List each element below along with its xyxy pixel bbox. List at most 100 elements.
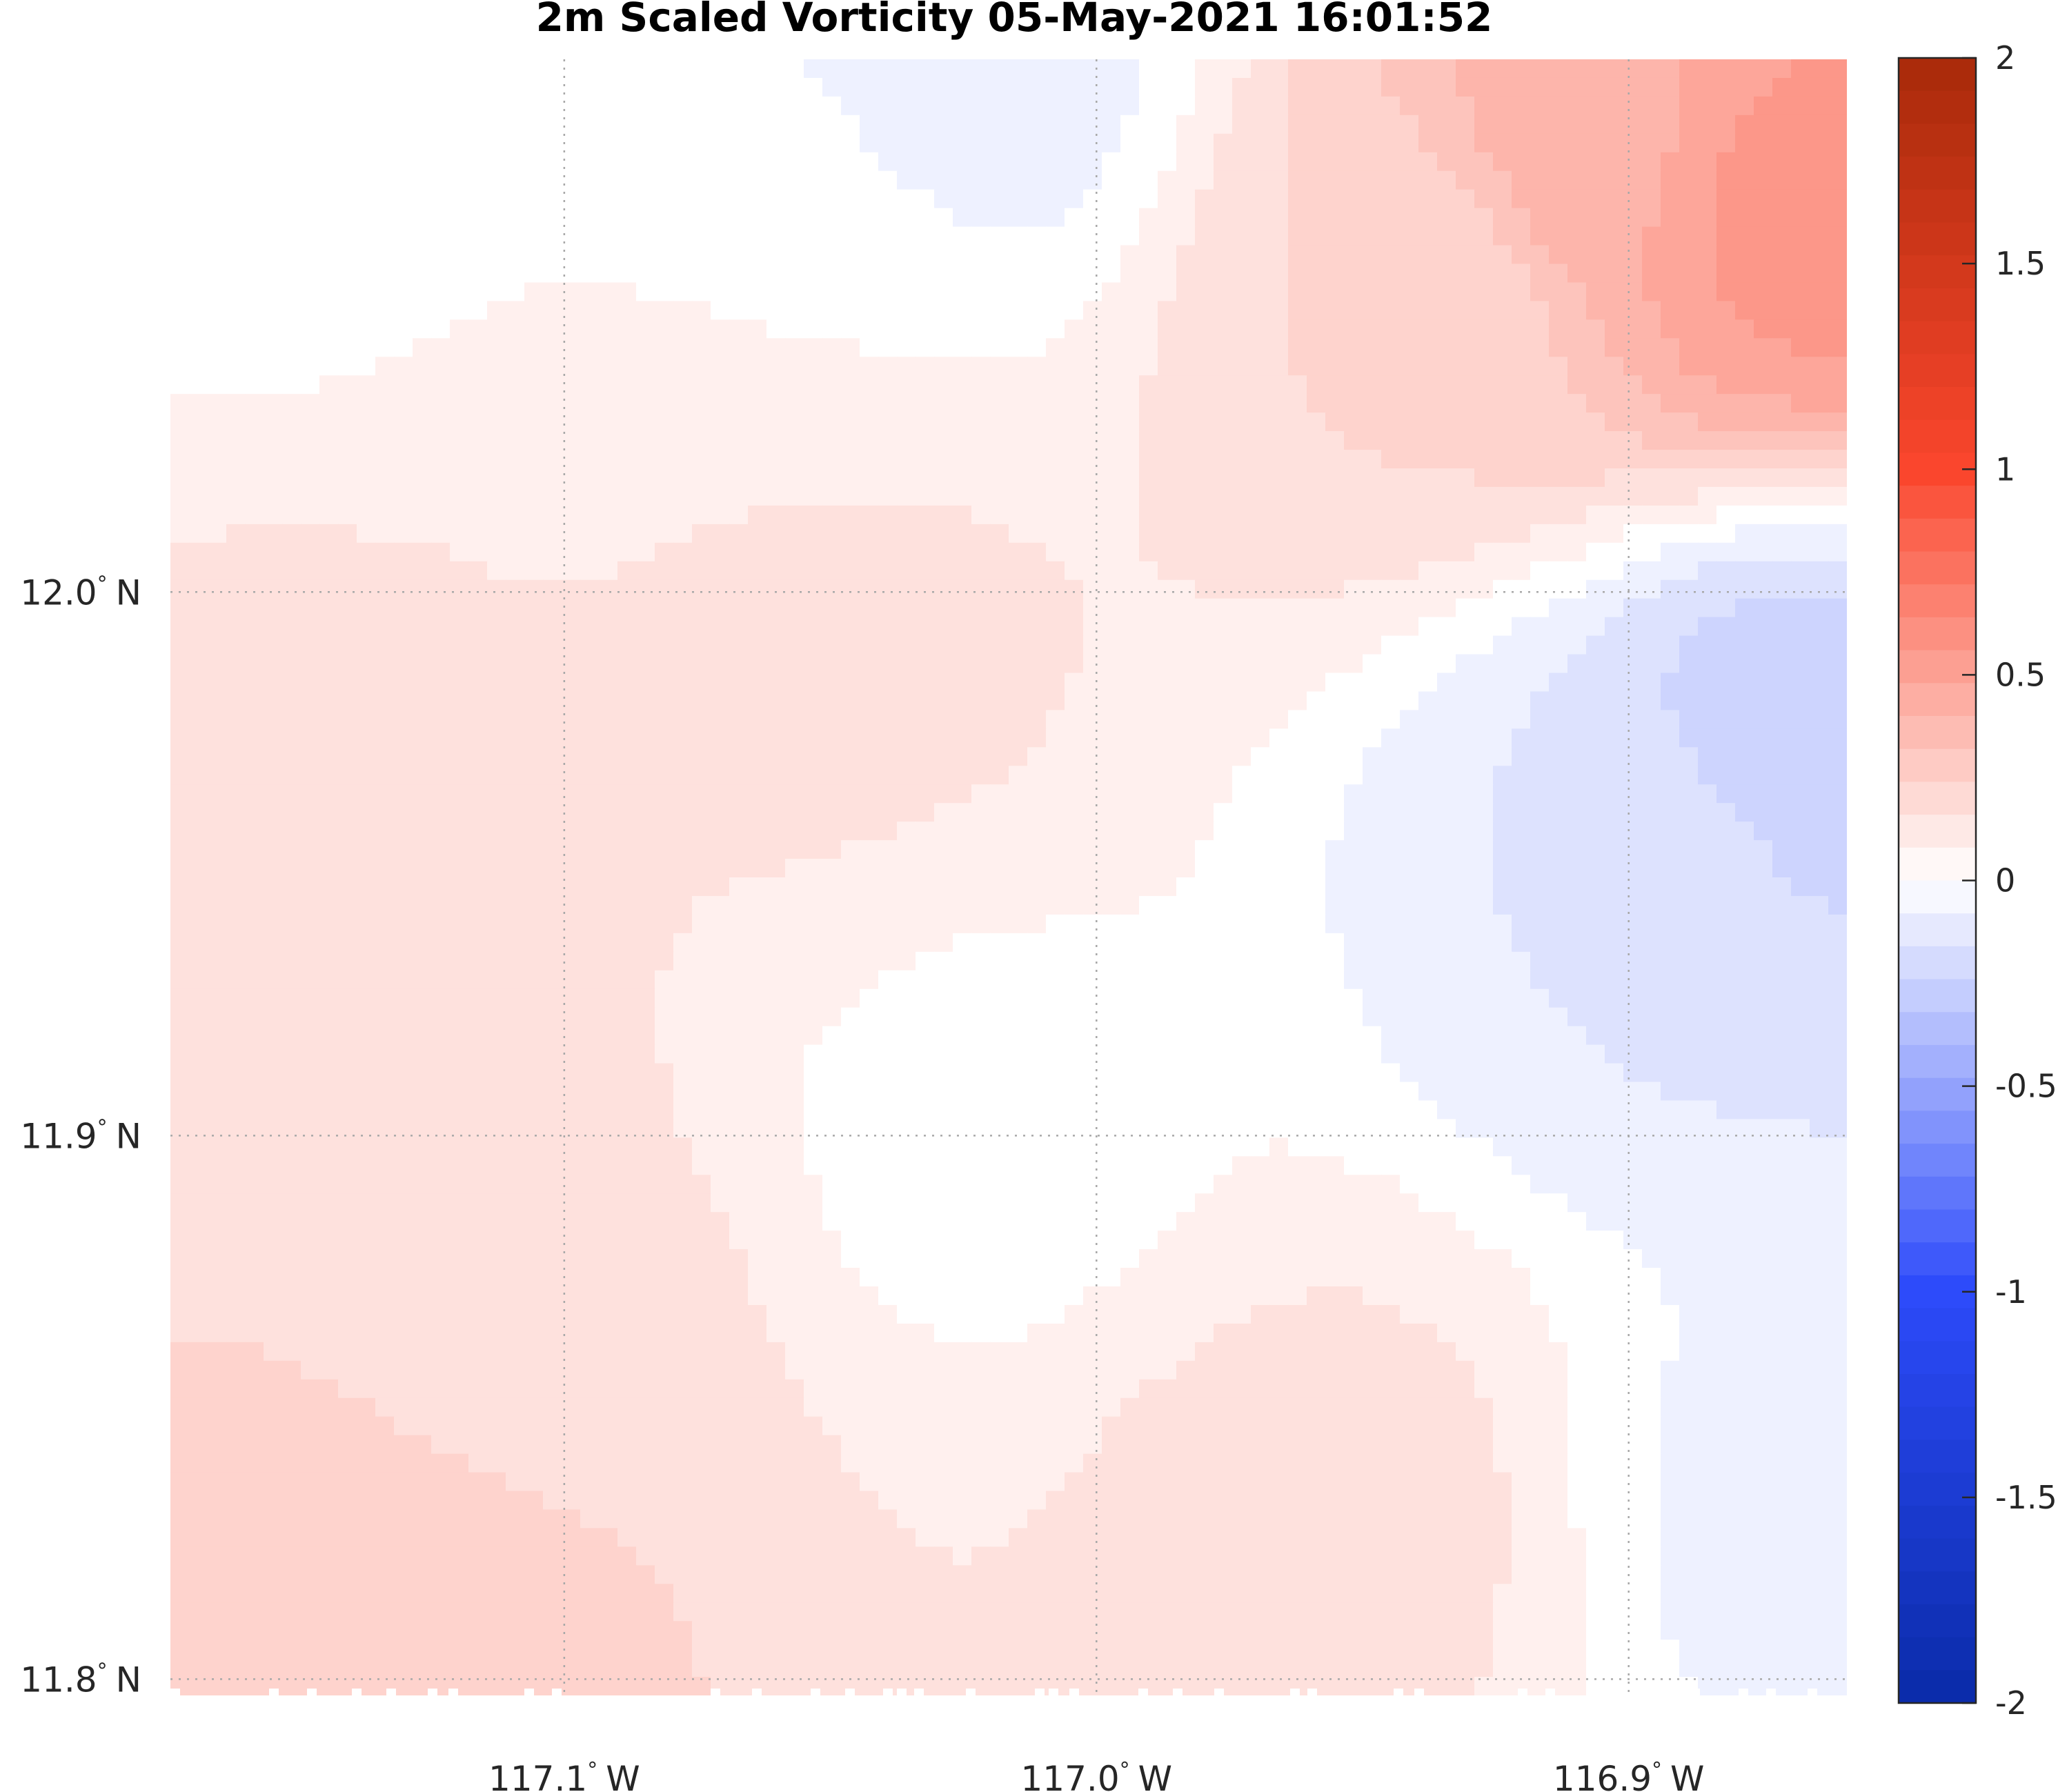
heatmap-cell [1698, 152, 1717, 172]
heatmap-cell [1009, 486, 1028, 506]
heatmap-cell [1176, 1063, 1196, 1083]
heatmap-cell [1251, 468, 1270, 488]
heatmap-cell [766, 170, 786, 190]
heatmap-cell [319, 505, 339, 525]
heatmap-cell [1754, 524, 1773, 544]
heatmap-cell [673, 468, 693, 488]
heatmap-cell [878, 431, 898, 450]
heatmap-cell [1679, 561, 1699, 581]
heatmap-cell [636, 59, 655, 79]
heatmap-cell [524, 301, 544, 321]
heatmap-cell [1456, 542, 1475, 562]
heatmap-cell [1586, 450, 1605, 469]
heatmap-cell [1735, 970, 1754, 990]
heatmap-cell [1474, 263, 1494, 283]
heatmap-cell [673, 282, 693, 302]
heatmap-cell [1549, 245, 1568, 265]
heatmap-cell [375, 96, 395, 116]
heatmap-cell [766, 319, 786, 339]
heatmap-cell [1269, 933, 1289, 953]
heatmap-cell [1810, 450, 1829, 469]
heatmap-cell [1307, 115, 1326, 135]
heatmap-cell [1623, 951, 1643, 971]
heatmap-cell [711, 635, 730, 655]
heatmap-cell [413, 152, 432, 172]
heatmap-cell [1400, 859, 1419, 878]
heatmap-cell [711, 431, 730, 450]
heatmap-cell [1102, 431, 1121, 450]
heatmap-cell [804, 933, 823, 953]
heatmap-cell [953, 208, 972, 228]
heatmap-cell [1009, 96, 1028, 116]
heatmap-cell [1232, 486, 1251, 506]
heatmap-cell [282, 970, 301, 990]
heatmap-cell [1009, 450, 1028, 469]
heatmap-cell [394, 617, 413, 637]
heatmap-cell [1679, 840, 1699, 859]
heatmap-cell [655, 263, 674, 283]
heatmap-cell [282, 579, 301, 599]
heatmap-cell [468, 988, 488, 1008]
heatmap-cell [1176, 561, 1196, 581]
heatmap-cell [766, 728, 786, 748]
heatmap-cell [822, 115, 842, 135]
heatmap-cell [1605, 895, 1624, 915]
heatmap-cell [1623, 96, 1643, 116]
heatmap-cell [860, 691, 879, 711]
heatmap-cell [1027, 1007, 1047, 1027]
heatmap-cell [971, 59, 991, 79]
heatmap-cell [1269, 412, 1289, 432]
heatmap-cell [1381, 505, 1401, 525]
heatmap-cell [319, 914, 339, 934]
heatmap-cell [1679, 1007, 1699, 1027]
heatmap-cell [450, 617, 469, 637]
heatmap-cell [804, 840, 823, 859]
heatmap-cell [1512, 1007, 1531, 1027]
heatmap-cell [487, 115, 506, 135]
heatmap-cell [264, 579, 283, 599]
heatmap-cell [599, 59, 618, 79]
heatmap-cell [1512, 988, 1531, 1008]
heatmap-cell [1269, 691, 1289, 711]
heatmap-cell [1307, 486, 1326, 506]
heatmap-cell [1698, 617, 1717, 637]
heatmap-cell [524, 115, 544, 135]
heatmap-cell [1530, 859, 1550, 878]
heatmap-cell [319, 1044, 339, 1064]
heatmap-cell [543, 486, 562, 506]
heatmap-cell [1698, 766, 1717, 786]
heatmap-cell [506, 859, 525, 878]
heatmap-cell [804, 859, 823, 878]
heatmap-cell [1474, 450, 1494, 469]
heatmap-cell [319, 189, 339, 209]
heatmap-cell [245, 1007, 264, 1027]
heatmap-cell [357, 654, 376, 674]
heatmap-cell [785, 319, 804, 339]
heatmap-cell [338, 988, 357, 1008]
heatmap-cell [1661, 1026, 1680, 1046]
heatmap-cell [1456, 895, 1475, 915]
heatmap-cell [822, 431, 842, 450]
heatmap-cell [1698, 784, 1717, 804]
heatmap-cell [1381, 1026, 1401, 1046]
heatmap-cell [245, 170, 264, 190]
heatmap-cell [226, 375, 246, 395]
heatmap-cell [636, 542, 655, 562]
heatmap-cell [1437, 263, 1456, 283]
heatmap-cell [1456, 1026, 1475, 1046]
heatmap-cell [1791, 1026, 1810, 1046]
heatmap-cell [338, 1026, 357, 1046]
heatmap-cell [208, 152, 227, 172]
heatmap-cell [1288, 282, 1307, 302]
heatmap-cell [953, 338, 972, 358]
heatmap-cell [655, 970, 674, 990]
heatmap-cell [282, 263, 301, 283]
heatmap-cell [636, 728, 655, 748]
heatmap-cell [1698, 263, 1717, 283]
heatmap-cell [431, 338, 451, 358]
heatmap-cell [1381, 282, 1401, 302]
heatmap-cell [1828, 170, 1847, 190]
heatmap-cell [1642, 1007, 1661, 1027]
heatmap-cell [264, 673, 283, 693]
heatmap-cell [431, 357, 451, 377]
